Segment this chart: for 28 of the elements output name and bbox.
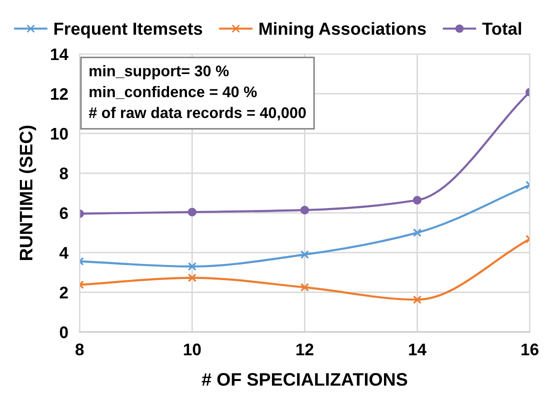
y-tick-label: 2 <box>60 286 68 298</box>
legend-label: Total <box>482 22 522 35</box>
x-tick-label: 14 <box>409 344 426 356</box>
y-axis-title: RUNTIME (SEC) <box>19 126 36 260</box>
y-tick-label: 8 <box>60 168 68 180</box>
x-tick-label: 12 <box>296 344 314 356</box>
x-tick-label: 10 <box>184 344 201 356</box>
point <box>300 250 309 259</box>
y-tick-label: 14 <box>51 48 68 60</box>
y-tick-label: 4 <box>59 247 68 259</box>
annotation: min_support= 30 % min_confidence = 40 % # of raw data records = 40,000 <box>88 65 306 120</box>
point <box>412 228 422 238</box>
x-axis-title: # OF SPECIALIZATIONS <box>202 373 408 386</box>
y-tick-label: 12 <box>51 88 68 100</box>
x-tick-label: 8 <box>76 344 84 356</box>
point <box>188 273 196 282</box>
point <box>412 196 422 204</box>
legend-label: Frequent Itemsets <box>54 22 202 38</box>
legend-label: Mining Associations <box>260 22 426 38</box>
y-tick-label: 0 <box>60 326 68 338</box>
x-tick-label: 16 <box>522 344 538 356</box>
point <box>188 262 196 271</box>
point <box>300 283 309 292</box>
point <box>188 208 196 216</box>
y-tick-label: 6 <box>60 207 68 220</box>
point <box>300 206 309 214</box>
point <box>412 295 422 304</box>
y-tick-label: 10 <box>51 128 68 140</box>
